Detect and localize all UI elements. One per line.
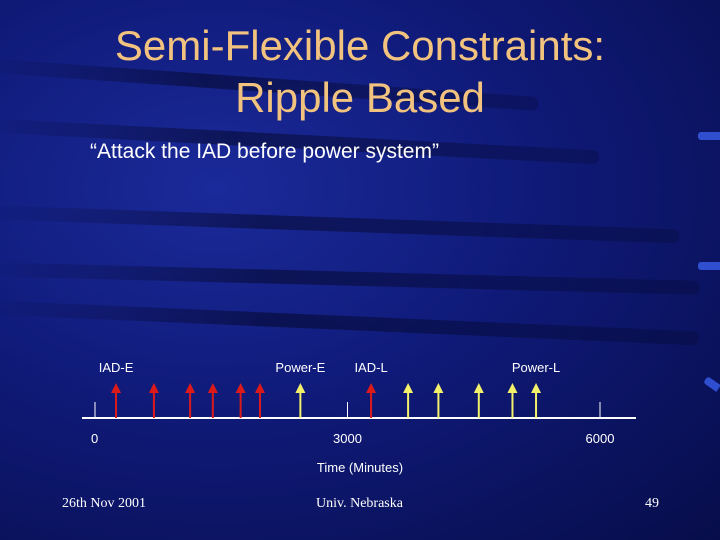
- edge-marker: [698, 132, 720, 140]
- footer-page-number: 49: [645, 496, 659, 511]
- axis-tick-label-6000: 6000: [586, 431, 615, 446]
- event-label-power-l: Power-L: [512, 360, 560, 375]
- slide-subtitle: “Attack the IAD before power system”: [90, 140, 439, 163]
- event-label-iad-e: IAD-E: [99, 360, 134, 375]
- footer-date: 26th Nov 2001: [62, 496, 146, 511]
- footer-organization: Univ. Nebraska: [316, 496, 403, 511]
- edge-marker: [698, 262, 720, 270]
- slide-title-line-2: Ripple Based: [235, 74, 485, 121]
- axis-tick-label-0: 0: [91, 431, 98, 446]
- event-label-iad-l: IAD-L: [354, 360, 387, 375]
- time-axis-label: Time (Minutes): [317, 460, 403, 475]
- axis-tick-label-3000: 3000: [333, 431, 362, 446]
- event-label-power-e: Power-E: [275, 360, 325, 375]
- slide-title-line-1: Semi-Flexible Constraints:: [114, 22, 606, 69]
- slide-title: Semi-Flexible Constraints: Ripple Based: [0, 20, 720, 124]
